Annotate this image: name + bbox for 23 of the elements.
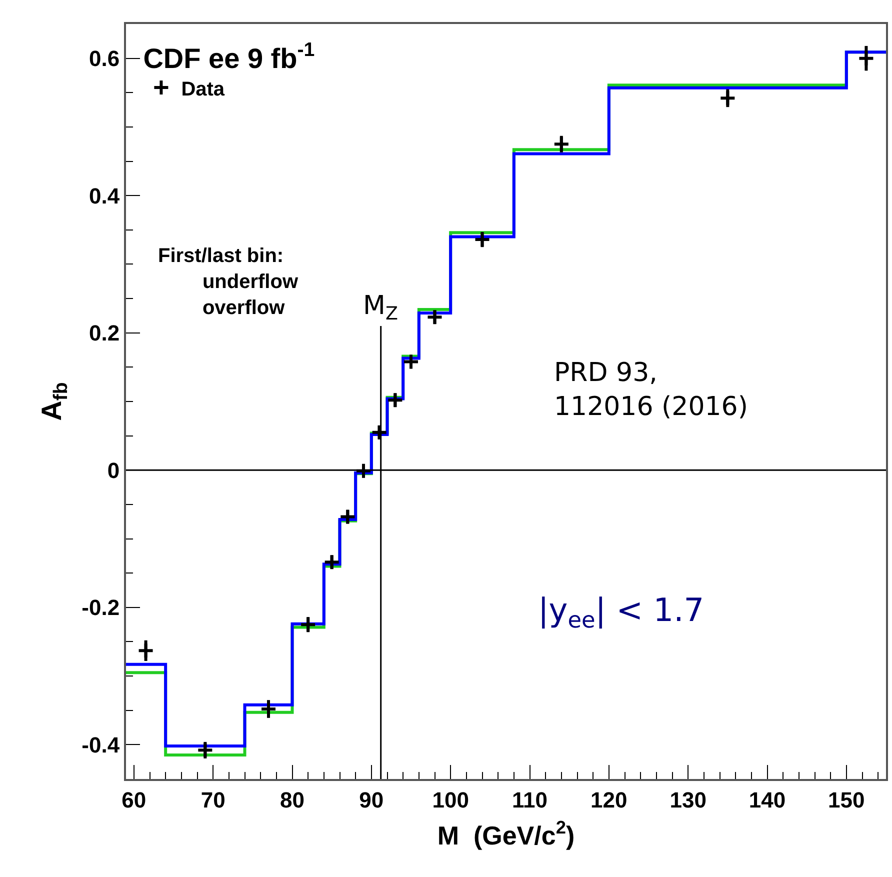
annotation: First/last bin: underflow overflow	[158, 245, 298, 319]
x-tick-label: 130	[670, 787, 706, 812]
legend-label: Data	[181, 78, 226, 100]
annotation: PRD 93, 112016 (2016)	[554, 358, 748, 422]
x-tick-label: 110	[512, 787, 548, 812]
x-tick-label: 60	[122, 787, 146, 812]
y-tick-label: 0.4	[89, 183, 120, 208]
y-tick-label: 0.6	[89, 46, 120, 72]
y-tick-label: -0.2	[82, 595, 120, 620]
y-tick-label: -0.4	[82, 732, 120, 758]
x-tick-label: 120	[590, 787, 628, 812]
x-tick-label: 140	[748, 787, 786, 812]
y-tick-label: 0.2	[89, 320, 120, 346]
ref-line-label: M$_{Z}$	[363, 291, 398, 324]
x-tick-label: 80	[280, 787, 304, 812]
x-tick-label: 150	[828, 787, 865, 812]
x-tick-label: 90	[359, 787, 384, 812]
y-tick-label: 0	[107, 458, 120, 483]
annotation: |y$_{ee}$| < 1.7	[538, 591, 704, 634]
x-tick-label: 70	[200, 787, 226, 812]
legend-title: CDF ee 9 fb$^{-1}$	[143, 39, 315, 74]
x-tick-label: 100	[432, 787, 469, 812]
x-axis-title: M (GeV/c$^{2}$)	[437, 818, 575, 851]
